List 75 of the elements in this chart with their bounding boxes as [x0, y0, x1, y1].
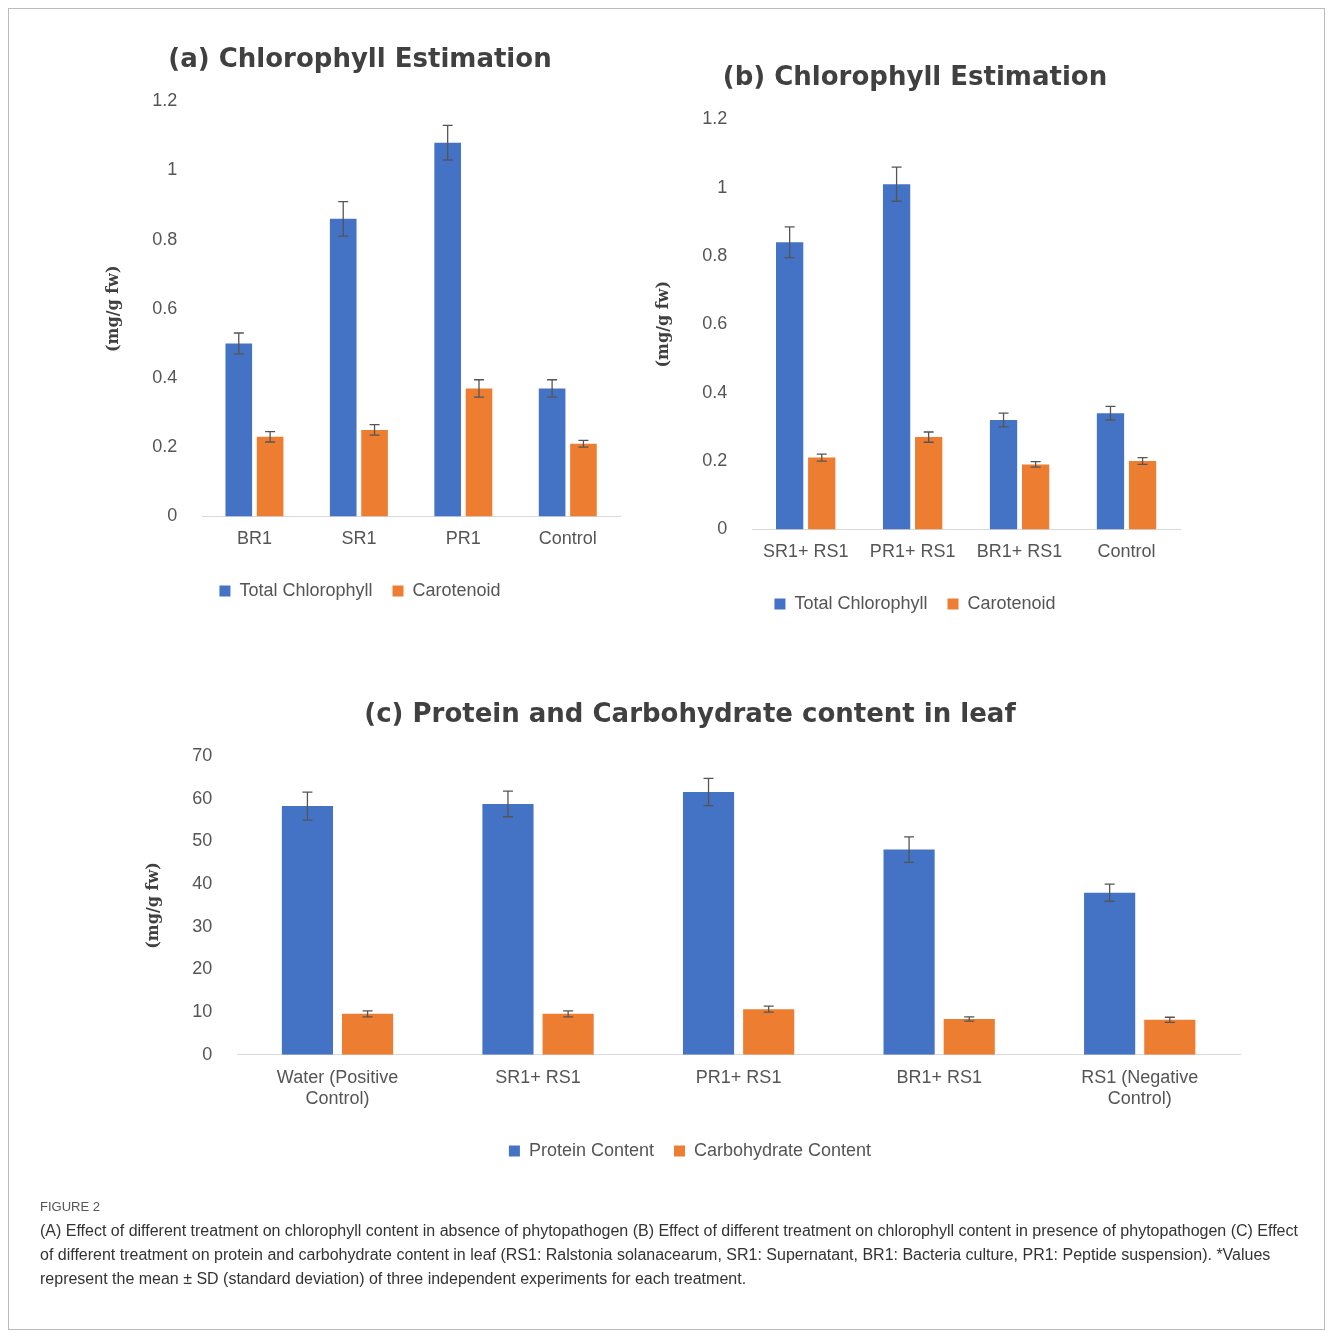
bar [434, 142, 461, 517]
bar [538, 388, 566, 517]
y-tick-label: 60 [192, 787, 213, 808]
bar [682, 792, 735, 1055]
y-tick-label: 70 [192, 745, 213, 766]
bar [1021, 464, 1050, 530]
y-tick-label: 0.8 [152, 228, 178, 249]
bar [1084, 892, 1136, 1055]
bar [465, 388, 493, 517]
bar [776, 242, 804, 530]
chart-title: (b) Chlorophyll Estimation [722, 61, 1108, 92]
x-tick-label: Control [538, 528, 597, 549]
x-tick-label: SR1+ RS1 [762, 541, 849, 562]
y-axis-title: (mg/g fw) [652, 281, 672, 368]
x-tick-label: BR1+ RS1 [896, 1066, 982, 1087]
y-tick-label: 0.4 [702, 381, 728, 402]
bar [808, 457, 836, 530]
legend-label: Carotenoid [412, 579, 501, 600]
bar [1128, 461, 1157, 530]
y-axis-title: (mg/g fw) [142, 862, 162, 949]
x-tick-label: BR1+ RS1 [976, 541, 1063, 562]
bar [882, 184, 911, 530]
bar [482, 803, 534, 1055]
bar [281, 806, 333, 1055]
legend-label: Total Chlorophyll [239, 579, 373, 600]
x-tick-label: PR1+ RS1 [695, 1066, 782, 1087]
bar [1096, 413, 1125, 530]
bar [225, 343, 253, 517]
y-tick-label: 50 [192, 830, 213, 851]
y-tick-label: 20 [192, 958, 213, 979]
x-tick-label: SR1 [341, 528, 377, 549]
y-tick-label: 0.2 [152, 436, 178, 457]
y-tick-label: 0.8 [702, 244, 728, 265]
bar [943, 1018, 995, 1055]
x-tick-label: SR1+ RS1 [495, 1066, 581, 1087]
text: (A) Effect of different treatment on chlorophyll content in absence of phytopathogen (B) Effect of different treatment on chlorophyll content in presence of phytopathogen (C) Effect of different treatment on protein and carbohydrate content in leaf (RS1: Ralstonia solanacearum, SR1: Supernatant, BR1: Bacteria culture, PR1: Peptide suspension). *Values represent the mean ± SD (standard deviation) of three independent experiments for each treatment. [40, 1221, 1299, 1289]
legend-label: Carotenoid [967, 592, 1056, 613]
bar [342, 1013, 394, 1055]
x-tick-label: Water (Positive Control) [276, 1066, 399, 1109]
y-tick-label: 30 [192, 915, 213, 936]
y-tick-label: 0.2 [702, 450, 728, 470]
y-tick-label: 1.2 [152, 90, 178, 111]
bar [883, 849, 935, 1055]
bar [989, 420, 1018, 530]
y-axis-title: (mg/g fw) [102, 265, 122, 353]
legend-label: Total Chlorophyll [794, 592, 928, 613]
y-tick-label: 40 [192, 873, 213, 894]
y-tick-label: 1 [717, 176, 728, 197]
legend-label: Carbohydrate Content [693, 1139, 872, 1160]
legend-label: Protein Content [528, 1139, 654, 1160]
y-tick-label: 10 [192, 1001, 213, 1022]
x-tick-label: RS1 (Negative Control) [1081, 1066, 1199, 1109]
x-tick-label: PR1+ RS1 [869, 541, 956, 562]
x-tick-label: BR1 [236, 528, 272, 549]
bar [361, 429, 388, 517]
y-tick-label: 1.2 [702, 108, 728, 129]
chart-title: (c) Protein and Carbohydrate content in leaf [364, 698, 1017, 729]
bar [329, 218, 357, 517]
y-tick-label: 1 [167, 159, 178, 180]
y-tick-label: 0.4 [152, 366, 178, 387]
caption: FIGURE 2 [40, 1198, 101, 1216]
y-tick-label: 0.6 [702, 313, 728, 334]
bar [743, 1009, 795, 1055]
y-tick-label: 0 [167, 505, 178, 526]
bar [1144, 1019, 1196, 1055]
x-tick-label: Control [1097, 541, 1156, 562]
y-tick-label: 0.6 [152, 297, 178, 318]
chart-title: (a) Chlorophyll Estimation [168, 43, 552, 74]
y-tick-label: 0 [202, 1043, 213, 1064]
x-tick-label: PR1 [445, 528, 481, 549]
bar [915, 437, 943, 530]
bar [256, 436, 284, 517]
bar [542, 1013, 594, 1055]
y-tick-label: 0 [717, 518, 728, 539]
bar [570, 443, 597, 517]
